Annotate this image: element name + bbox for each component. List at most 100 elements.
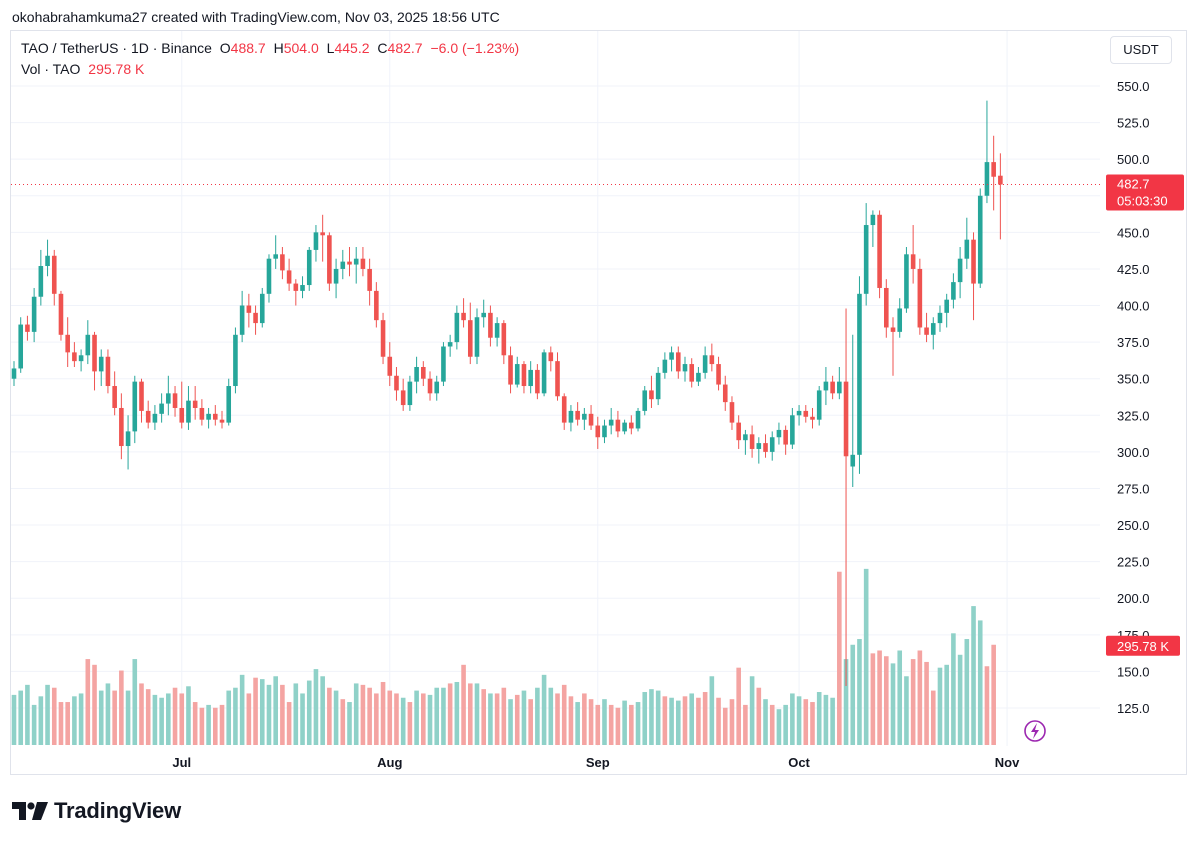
volume-bar — [447, 683, 453, 745]
volume-bar — [300, 693, 305, 745]
volume-bar — [991, 644, 996, 745]
candle — [749, 425, 755, 458]
volume-bar — [984, 666, 990, 745]
candle — [991, 135, 996, 211]
y-tick-label: 550.0 — [1117, 79, 1150, 94]
bar-countdown: 05:03:30 — [1117, 193, 1168, 208]
chart-panel[interactable] — [10, 30, 1187, 775]
volume-bar — [98, 690, 104, 745]
candle — [971, 232, 976, 321]
candle-body — [535, 369, 540, 394]
volume-bar — [219, 704, 225, 745]
y-tick-label: 225.0 — [1117, 555, 1150, 570]
volume-bar — [629, 704, 634, 745]
candle-body — [669, 352, 674, 360]
candle-body — [803, 410, 809, 417]
volume-bar — [353, 683, 359, 745]
candle — [407, 375, 413, 411]
volume-bar — [890, 663, 896, 745]
candle — [729, 396, 735, 430]
candle — [716, 356, 721, 391]
volume-bar — [306, 680, 312, 745]
volume-bar — [421, 693, 426, 745]
candle-body — [92, 334, 97, 372]
volume-bar — [783, 704, 788, 745]
candle-body — [266, 258, 272, 294]
candle — [951, 273, 956, 309]
candle-body — [360, 258, 366, 269]
candle-body — [917, 268, 923, 328]
candle — [461, 298, 466, 328]
candle — [890, 317, 896, 376]
volume-label[interactable]: Vol · TAO — [21, 61, 81, 77]
volume-bar — [226, 690, 232, 745]
candle-body — [58, 293, 64, 335]
candle-body — [944, 299, 949, 313]
volume-bar — [172, 687, 178, 745]
candle — [72, 342, 77, 367]
candle-body — [481, 312, 486, 318]
candle-body — [347, 261, 352, 265]
candle — [655, 366, 661, 406]
volume-bar — [682, 696, 688, 745]
candle — [327, 232, 332, 291]
volume-bar — [494, 693, 500, 745]
candle — [575, 402, 580, 426]
volume-bar — [340, 699, 346, 745]
volume-bar — [374, 693, 379, 745]
candle-body — [602, 425, 607, 438]
high-value: 504.0 — [283, 40, 319, 56]
tradingview-logo: TradingView — [12, 798, 181, 824]
candle — [159, 393, 164, 423]
y-tick-label: 150.0 — [1117, 664, 1150, 679]
candle-body — [239, 305, 245, 335]
volume-bar — [387, 690, 393, 745]
candle-body — [320, 232, 325, 236]
candle — [722, 375, 728, 411]
volume-bar — [474, 683, 480, 745]
candle — [514, 356, 520, 388]
candle — [769, 431, 775, 461]
volume-bar — [655, 690, 661, 745]
candle-body — [246, 305, 252, 313]
candle — [427, 371, 433, 401]
candle-body — [434, 381, 440, 394]
candle-body — [850, 454, 856, 467]
volume-bar — [964, 639, 970, 745]
volume-bar — [769, 704, 775, 745]
candles — [11, 100, 1003, 687]
volume-bar — [951, 633, 956, 745]
candle — [246, 293, 252, 328]
candle — [320, 214, 325, 262]
volume-bar — [696, 697, 701, 745]
volume-bar — [790, 693, 795, 745]
candle-body — [461, 312, 466, 321]
volume-bar — [669, 697, 674, 745]
currency-button[interactable]: USDT — [1110, 36, 1172, 64]
candle — [125, 415, 131, 470]
candle — [528, 361, 533, 394]
candle-body — [675, 352, 681, 372]
candle — [300, 276, 305, 299]
volume-tag: 295.78 K — [1106, 635, 1180, 656]
candle-body — [78, 355, 84, 362]
symbol-title[interactable]: TAO / TetherUS · 1D · Binance — [21, 40, 212, 56]
candle — [286, 258, 292, 291]
lightning-icon[interactable] — [1024, 720, 1046, 742]
volume-bar — [105, 683, 111, 745]
candle — [629, 415, 634, 435]
candle — [152, 405, 158, 430]
volume-bar — [360, 684, 366, 745]
candle-body — [998, 175, 1003, 185]
brand-name: TradingView — [54, 798, 181, 823]
candle — [333, 258, 339, 299]
volume-bar — [454, 681, 460, 745]
candle-body — [884, 287, 889, 328]
candle — [850, 334, 856, 488]
volume-bar — [434, 687, 440, 745]
candle-body — [588, 413, 594, 426]
candle — [400, 378, 406, 411]
volume-bar — [166, 693, 171, 745]
candle-body — [139, 381, 144, 411]
